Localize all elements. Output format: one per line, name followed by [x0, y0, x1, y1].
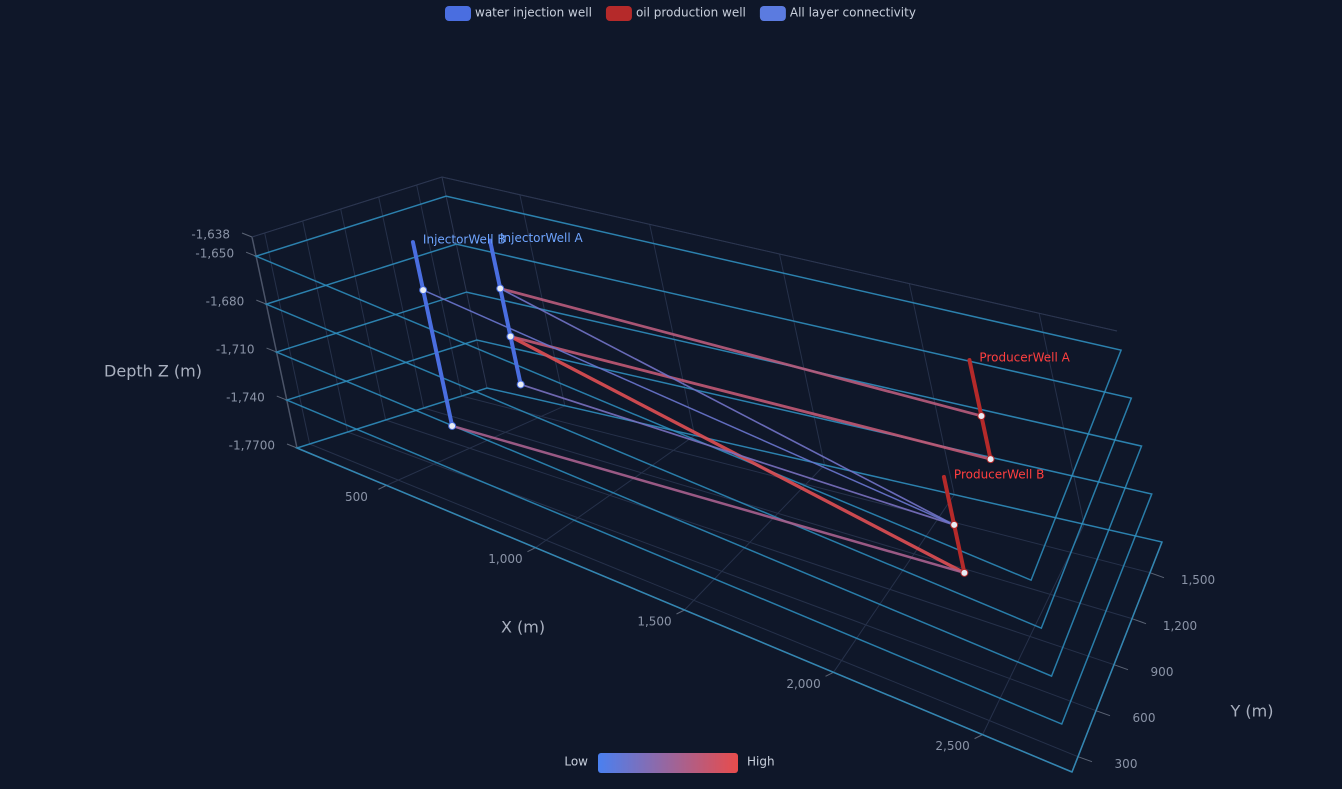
- grid-line: [684, 464, 825, 611]
- z-tick-label: -1,710: [216, 343, 255, 357]
- box-edge: [441, 176, 488, 389]
- legend-swatch[interactable]: [605, 6, 632, 21]
- x-tick: [527, 547, 536, 553]
- well-point: [516, 380, 525, 389]
- x-tick: [676, 609, 685, 615]
- connectivity-link: [499, 287, 982, 418]
- well-point: [506, 332, 515, 341]
- well-label: ProducerWell B: [954, 467, 1044, 481]
- grid-line: [416, 184, 463, 397]
- well-point: [496, 284, 505, 293]
- grid-line: [779, 253, 825, 466]
- y-tick: [1113, 664, 1129, 671]
- grid-line: [423, 407, 1133, 620]
- x-tick-label: 2,500: [935, 739, 969, 753]
- legend-label: water injection well: [475, 6, 592, 20]
- visual-map-high: High: [747, 755, 775, 769]
- grid-line: [982, 524, 1085, 735]
- well-trajectory: [488, 238, 523, 387]
- layer-plane: [294, 387, 1164, 773]
- grid-line: [302, 220, 349, 433]
- well-label: ProducerWell A: [979, 351, 1070, 365]
- y-axis-title: Y (m): [1230, 702, 1274, 721]
- y-tick: [1077, 756, 1093, 763]
- z-tick-label: -1,650: [195, 247, 234, 261]
- z-axis: [251, 236, 298, 449]
- well-label: InjectorWell A: [500, 231, 583, 245]
- grid-line: [385, 419, 1115, 666]
- legend-label: All layer connectivity: [790, 6, 916, 20]
- grid-line: [535, 434, 695, 549]
- connectivity-link: [520, 383, 955, 526]
- box-edge: [441, 176, 1118, 332]
- y-tick: [1149, 572, 1165, 579]
- x-tick-label: 2,000: [786, 677, 820, 691]
- y-tick: [1095, 710, 1111, 717]
- y-tick: [1131, 618, 1147, 625]
- z-tick: [256, 299, 267, 305]
- grid-line: [1038, 313, 1085, 525]
- y-tick-label: 900: [1151, 665, 1174, 679]
- x-tick-label: 1,500: [637, 615, 671, 629]
- visual-map-bar[interactable]: [598, 753, 738, 773]
- well-trajectory: [410, 240, 455, 428]
- x-tick-label: 1,000: [488, 552, 522, 566]
- grid-line: [378, 196, 425, 409]
- grid-line: [264, 232, 311, 445]
- z-tick-label: -1,638: [191, 228, 230, 242]
- well-point: [986, 455, 995, 464]
- well-trajectory: [967, 358, 993, 462]
- layer-plane: [274, 291, 1143, 678]
- grid-line: [461, 395, 1151, 574]
- z-tick: [241, 232, 253, 238]
- grid-line: [340, 208, 387, 421]
- grid-line: [833, 494, 955, 673]
- well-label: InjectorWell B: [423, 233, 506, 247]
- connectivity-link: [510, 335, 991, 461]
- z-tick-label: -1,680: [206, 295, 245, 309]
- layer-plane: [284, 339, 1153, 726]
- well-point: [950, 520, 959, 529]
- x-tick: [825, 671, 834, 677]
- x-tick: [974, 734, 983, 740]
- y-tick-label: 1,200: [1163, 619, 1197, 633]
- visual-map-low: Low: [564, 755, 588, 769]
- connectivity-link: [422, 289, 955, 526]
- x-tick-label: 500: [345, 490, 368, 504]
- y-tick-label: 1,500: [1181, 573, 1215, 587]
- well-point: [448, 421, 457, 430]
- grid-line: [386, 405, 566, 486]
- z-tick: [276, 395, 287, 401]
- z-tick: [286, 443, 298, 449]
- z-tick: [266, 347, 277, 353]
- legend-swatch[interactable]: [445, 6, 471, 21]
- well-point: [960, 568, 969, 577]
- z-tick: [245, 251, 257, 257]
- x-axis-title: X (m): [501, 618, 545, 637]
- grid-line: [309, 443, 1079, 758]
- box-edge: [251, 176, 443, 238]
- z-axis-title: Depth Z (m): [104, 362, 202, 381]
- z-tick-label: -1,7700: [229, 439, 275, 453]
- y-tick-label: 600: [1133, 711, 1156, 725]
- legend-swatch[interactable]: [759, 6, 786, 21]
- well-point: [419, 286, 428, 295]
- z-tick-label: -1,740: [226, 391, 265, 405]
- well-point: [977, 411, 986, 420]
- legend-label: oil production well: [636, 6, 746, 20]
- grid-line: [649, 224, 696, 436]
- connectivity-link: [499, 287, 955, 526]
- x-tick: [378, 484, 387, 490]
- grid-line: [908, 283, 955, 495]
- y-tick-label: 300: [1115, 757, 1138, 771]
- connectivity-link: [451, 424, 965, 575]
